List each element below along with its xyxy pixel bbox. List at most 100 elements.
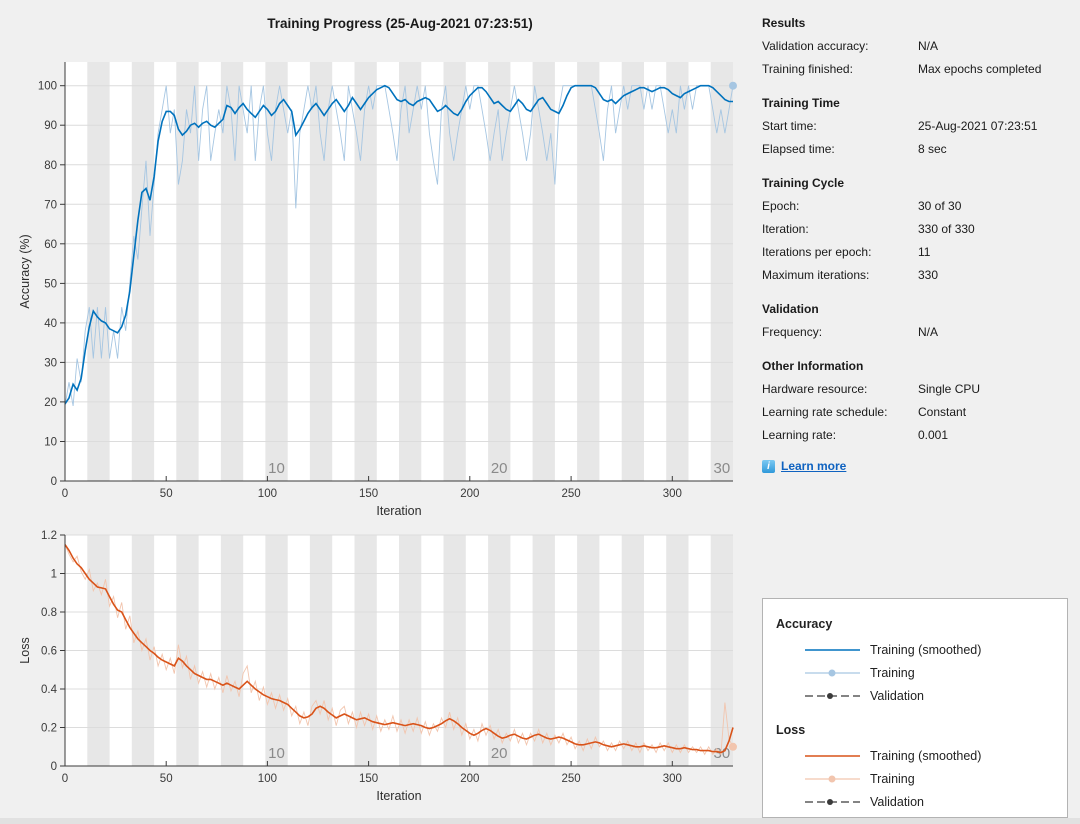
y-axis-label: Accuracy (%) [18,234,32,308]
epoch-band [354,62,377,481]
info-row: Epoch: 30 of 30 [762,195,1074,218]
legend-entry-label: Training (smoothed) [870,748,982,763]
legend-line-sample [805,669,860,676]
legend-entry-label: Training (smoothed) [870,642,982,657]
legend-entry-label: Training [870,771,915,786]
info-value: N/A [918,39,939,53]
series-training-smoothed- [64,84,733,405]
learn-more-link[interactable]: Learn more [781,459,847,473]
x-tick-label: 0 [62,488,68,500]
info-row: Frequency: N/A [762,321,1074,344]
info-row: Start time: 25-Aug-2021 07:23:51 [762,115,1074,138]
legend-group: Accuracy Training (smoothed) Training Valid… [776,613,1067,707]
info-value: 25-Aug-2021 07:23:51 [918,119,1038,133]
y-tick-label: 30 [44,357,57,369]
epoch-number-label: 10 [268,745,285,762]
learn-more-row: i Learn more [762,457,1074,475]
epoch-band [666,62,689,481]
info-value: 30 of 30 [918,199,962,213]
x-tick-label: 100 [258,488,277,500]
legend-line-sample [805,648,860,651]
info-label: Frequency: [762,325,823,339]
epoch-band [131,62,155,481]
y-tick-label: 60 [44,239,57,251]
epoch-number-label: 10 [268,460,285,477]
x-tick-label: 50 [160,773,173,785]
y-tick-label: 20 [44,397,57,409]
epoch-band [309,62,333,481]
info-label: Maximum iterations: [762,268,870,282]
info-label: Elapsed time: [762,142,835,156]
x-tick-label: 100 [258,773,277,785]
epoch-band [488,62,511,481]
info-value: Single CPU [918,382,981,396]
info-value: 330 of 330 [918,222,975,236]
y-tick-label: 0.8 [41,607,57,619]
epoch-number-label: 20 [491,460,508,477]
epoch-band [532,62,555,481]
info-label: Start time: [762,119,817,133]
legend-entry: Training [776,767,1067,790]
info-row: Training finished: Max epochs completed [762,58,1074,81]
info-row: Validation accuracy: N/A [762,35,1074,58]
info-icon: i [762,459,775,473]
epoch-band [621,62,644,481]
loss-chart: 10 20 300 50 100 150 200 250 30000.20.40.60.811.… [18,530,737,803]
epoch-band [443,62,466,481]
training-info-panel: Results Validation accuracy: N/A Training f… [762,12,1074,475]
legend-line-sample [805,692,860,699]
y-tick-label: 0.6 [41,646,57,658]
info-label: Training finished: [762,62,853,76]
epoch-number-label: 30 [714,460,731,477]
info-label: Hardware resource: [762,382,868,396]
info-value: 330 [918,268,939,282]
page-title: Training Progress (25-Aug-2021 07:23:51) [267,16,533,31]
info-value: 0.001 [918,428,949,442]
info-label: Validation accuracy: [762,39,869,53]
epoch-band [220,62,244,481]
legend-entry: Training (smoothed) [776,638,1067,661]
y-tick-label: 50 [44,278,57,290]
final-point-marker [729,81,737,90]
y-tick-label: 90 [44,120,57,132]
x-tick-label: 150 [359,773,378,785]
info-row: Learning rate schedule: Constant [762,401,1074,424]
y-tick-label: 0.2 [41,723,57,735]
y-tick-label: 0.4 [41,684,58,696]
info-value: 11 [918,245,931,259]
window-bottom-edge [0,818,1080,824]
info-value: N/A [918,325,939,339]
epoch-band [87,62,110,481]
info-value: Constant [918,405,967,419]
epoch-band [176,62,199,481]
epoch-band [710,62,733,481]
info-label: Iteration: [762,222,809,236]
info-label: Iterations per epoch: [762,245,872,259]
legend-entry-label: Training [870,665,915,680]
y-tick-label: 0 [51,761,57,773]
info-row: Hardware resource: Single CPU [762,378,1074,401]
info-value: Max epochs completed [918,62,1042,76]
info-row: Elapsed time: 8 sec [762,138,1074,161]
legend-entry: Validation [776,790,1067,813]
y-tick-label: 0 [51,476,57,488]
x-axis-label: Iteration [376,789,421,803]
info-row: Iterations per epoch: 11 [762,241,1074,264]
x-tick-label: 50 [160,488,173,500]
legend-line-sample [805,754,860,757]
section-heading: Results [762,16,806,30]
epoch-band [577,62,600,481]
legend-entries: Training (smoothed) Training Validation [776,744,1067,813]
info-row: Learning rate: 0.001 [762,424,1074,447]
legend-entries: Training (smoothed) Training Validation [776,638,1067,707]
info-section: Training Time Start time: 25-Aug-2021 07:2… [762,92,1074,161]
y-tick-label: 70 [44,199,57,211]
legend-entry: Validation [776,684,1067,707]
x-tick-label: 200 [460,488,479,500]
info-value: 8 sec [918,142,947,156]
legend-group: Loss Training (smoothed) Training Validatio… [776,719,1067,813]
epoch-band [265,62,288,481]
section-heading: Validation [762,302,819,316]
info-row: Maximum iterations: 330 [762,264,1074,287]
legend-entry: Training (smoothed) [776,744,1067,767]
